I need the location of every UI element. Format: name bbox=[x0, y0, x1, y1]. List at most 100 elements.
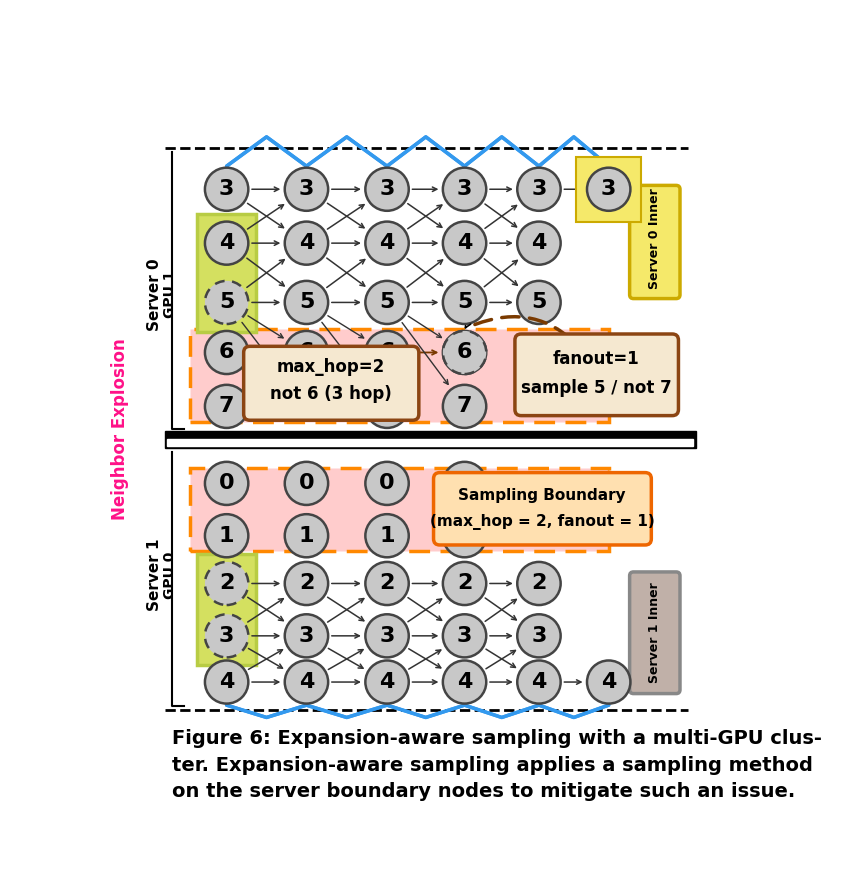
Circle shape bbox=[205, 660, 248, 704]
Text: 3: 3 bbox=[379, 626, 394, 646]
Circle shape bbox=[366, 385, 409, 428]
Circle shape bbox=[443, 461, 486, 505]
Text: GPU 0: GPU 0 bbox=[163, 552, 177, 598]
Circle shape bbox=[205, 614, 248, 658]
Circle shape bbox=[366, 660, 409, 704]
Text: Figure 6: Expansion-aware sampling with a multi-GPU clus-
ter. Expansion-aware s: Figure 6: Expansion-aware sampling with … bbox=[172, 729, 822, 801]
Text: 4: 4 bbox=[457, 233, 472, 253]
Circle shape bbox=[285, 660, 328, 704]
Circle shape bbox=[517, 614, 561, 658]
Circle shape bbox=[443, 562, 486, 605]
Text: 6: 6 bbox=[457, 342, 472, 362]
FancyBboxPatch shape bbox=[576, 156, 642, 222]
Circle shape bbox=[587, 168, 630, 210]
FancyBboxPatch shape bbox=[434, 473, 651, 545]
Text: (max_hop = 2, fanout = 1): (max_hop = 2, fanout = 1) bbox=[429, 514, 654, 530]
Circle shape bbox=[285, 614, 328, 658]
Text: 5: 5 bbox=[219, 293, 234, 312]
Text: Server 1 Inner: Server 1 Inner bbox=[648, 583, 661, 683]
Circle shape bbox=[443, 331, 486, 374]
Text: 5: 5 bbox=[532, 293, 547, 312]
Circle shape bbox=[366, 281, 409, 324]
Text: 4: 4 bbox=[219, 233, 234, 253]
Text: 2: 2 bbox=[219, 574, 234, 593]
Circle shape bbox=[443, 385, 486, 428]
Text: 3: 3 bbox=[532, 179, 547, 199]
Circle shape bbox=[517, 222, 561, 264]
Text: 3: 3 bbox=[457, 626, 472, 646]
FancyBboxPatch shape bbox=[515, 334, 678, 415]
Text: 6: 6 bbox=[219, 342, 234, 362]
Text: 4: 4 bbox=[219, 672, 234, 692]
Text: 3: 3 bbox=[219, 179, 234, 199]
Circle shape bbox=[366, 562, 409, 605]
Text: 3: 3 bbox=[379, 179, 394, 199]
Text: 5: 5 bbox=[299, 293, 314, 312]
Text: Neighbor Explosion: Neighbor Explosion bbox=[112, 339, 130, 521]
Circle shape bbox=[285, 562, 328, 605]
Circle shape bbox=[205, 331, 248, 374]
Circle shape bbox=[285, 514, 328, 557]
FancyBboxPatch shape bbox=[630, 186, 680, 299]
Text: Server 1: Server 1 bbox=[147, 538, 162, 611]
Circle shape bbox=[366, 168, 409, 210]
Circle shape bbox=[443, 660, 486, 704]
Text: 7: 7 bbox=[457, 396, 472, 416]
Text: 5: 5 bbox=[457, 293, 472, 312]
Circle shape bbox=[517, 281, 561, 324]
Circle shape bbox=[205, 514, 248, 557]
Bar bbox=[164, 431, 695, 448]
Text: 6: 6 bbox=[457, 342, 472, 362]
Circle shape bbox=[443, 281, 486, 324]
Circle shape bbox=[517, 660, 561, 704]
Circle shape bbox=[366, 222, 409, 264]
Circle shape bbox=[587, 660, 630, 704]
Text: 4: 4 bbox=[379, 233, 394, 253]
Circle shape bbox=[443, 614, 486, 658]
Text: 1: 1 bbox=[299, 526, 314, 545]
Text: 0: 0 bbox=[457, 473, 472, 493]
Text: 0: 0 bbox=[379, 473, 394, 493]
Circle shape bbox=[443, 331, 486, 374]
Circle shape bbox=[443, 514, 486, 557]
Circle shape bbox=[205, 281, 248, 324]
Text: 1: 1 bbox=[219, 526, 234, 545]
Text: 7: 7 bbox=[219, 396, 234, 416]
Circle shape bbox=[205, 562, 248, 605]
Text: 4: 4 bbox=[299, 233, 314, 253]
Circle shape bbox=[366, 614, 409, 658]
Text: 3: 3 bbox=[457, 179, 472, 199]
Text: 1: 1 bbox=[379, 526, 394, 545]
Text: 4: 4 bbox=[379, 672, 394, 692]
Circle shape bbox=[443, 168, 486, 210]
Text: 4: 4 bbox=[457, 672, 472, 692]
Text: 4: 4 bbox=[532, 672, 547, 692]
Circle shape bbox=[366, 514, 409, 557]
Text: 2: 2 bbox=[532, 574, 547, 593]
Circle shape bbox=[517, 562, 561, 605]
Circle shape bbox=[285, 168, 328, 210]
Circle shape bbox=[285, 222, 328, 264]
Text: 6: 6 bbox=[299, 342, 314, 362]
Circle shape bbox=[205, 385, 248, 428]
Circle shape bbox=[205, 461, 248, 505]
FancyBboxPatch shape bbox=[630, 572, 680, 694]
Text: 2: 2 bbox=[379, 574, 394, 593]
Text: fanout=1: fanout=1 bbox=[553, 350, 640, 369]
Circle shape bbox=[205, 168, 248, 210]
Circle shape bbox=[285, 461, 328, 505]
Text: 6: 6 bbox=[379, 342, 394, 362]
Text: Server 0: Server 0 bbox=[147, 258, 162, 331]
Circle shape bbox=[366, 461, 409, 505]
Text: max_hop=2: max_hop=2 bbox=[277, 358, 385, 376]
Text: 3: 3 bbox=[299, 179, 314, 199]
FancyBboxPatch shape bbox=[190, 468, 608, 551]
Text: Sampling Boundary: Sampling Boundary bbox=[458, 488, 626, 503]
Bar bbox=[167, 439, 694, 446]
Text: 4: 4 bbox=[532, 233, 547, 253]
Text: 2: 2 bbox=[457, 574, 472, 593]
Text: 2: 2 bbox=[299, 574, 314, 593]
Text: GPU 1: GPU 1 bbox=[163, 271, 177, 318]
Text: 4: 4 bbox=[601, 672, 616, 692]
Text: 7: 7 bbox=[379, 396, 394, 416]
